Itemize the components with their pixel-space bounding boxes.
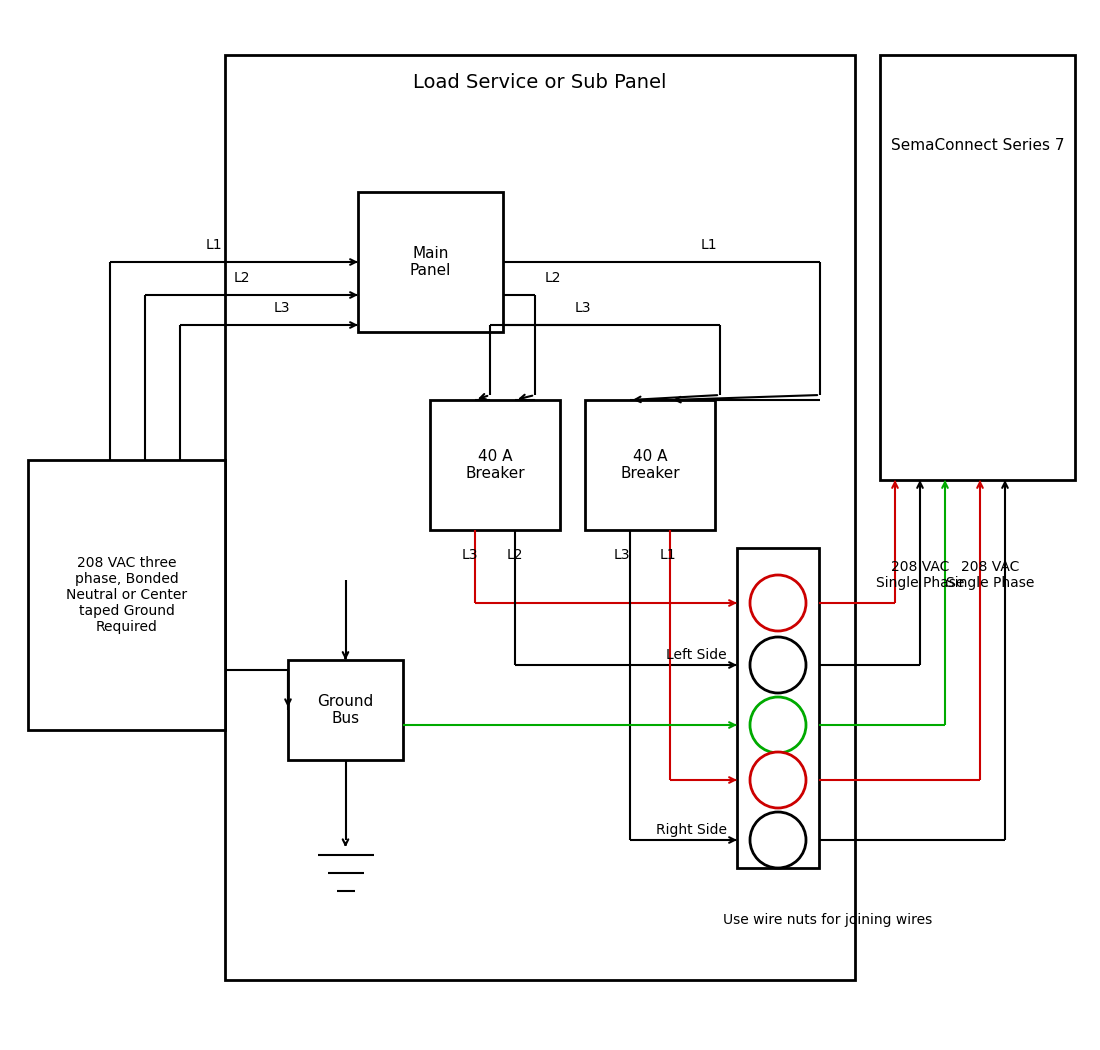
Text: Main
Panel: Main Panel xyxy=(410,246,451,278)
Text: L1: L1 xyxy=(206,238,222,252)
Text: 208 VAC
Single Phase: 208 VAC Single Phase xyxy=(946,560,1034,590)
Text: 208 VAC three
phase, Bonded
Neutral or Center
taped Ground
Required: 208 VAC three phase, Bonded Neutral or C… xyxy=(66,555,187,634)
Bar xyxy=(358,192,503,332)
Circle shape xyxy=(750,575,806,631)
Text: Right Side: Right Side xyxy=(656,823,727,837)
Bar xyxy=(28,460,226,730)
Text: L3: L3 xyxy=(574,301,592,315)
Text: L3: L3 xyxy=(274,301,290,315)
Text: 40 A
Breaker: 40 A Breaker xyxy=(465,448,525,481)
Text: Left Side: Left Side xyxy=(667,648,727,662)
Circle shape xyxy=(750,752,806,808)
Bar xyxy=(226,55,855,980)
Text: Load Service or Sub Panel: Load Service or Sub Panel xyxy=(414,74,667,92)
Bar xyxy=(288,660,403,760)
Text: 40 A
Breaker: 40 A Breaker xyxy=(620,448,680,481)
Text: L2: L2 xyxy=(507,548,524,562)
Bar xyxy=(880,55,1075,480)
Text: Ground
Bus: Ground Bus xyxy=(318,694,374,727)
Circle shape xyxy=(750,637,806,693)
Bar xyxy=(430,400,560,530)
Bar xyxy=(585,400,715,530)
Text: L2: L2 xyxy=(233,271,250,285)
Text: L3: L3 xyxy=(462,548,478,562)
Text: L2: L2 xyxy=(544,271,561,285)
Circle shape xyxy=(750,697,806,753)
Bar xyxy=(737,548,820,868)
Text: 208 VAC
Single Phase: 208 VAC Single Phase xyxy=(876,560,965,590)
Text: SemaConnect Series 7: SemaConnect Series 7 xyxy=(891,138,1065,152)
Text: Use wire nuts for joining wires: Use wire nuts for joining wires xyxy=(724,914,933,927)
Text: L1: L1 xyxy=(660,548,676,562)
Text: L1: L1 xyxy=(701,238,717,252)
Circle shape xyxy=(750,812,806,868)
Text: L3: L3 xyxy=(614,548,630,562)
